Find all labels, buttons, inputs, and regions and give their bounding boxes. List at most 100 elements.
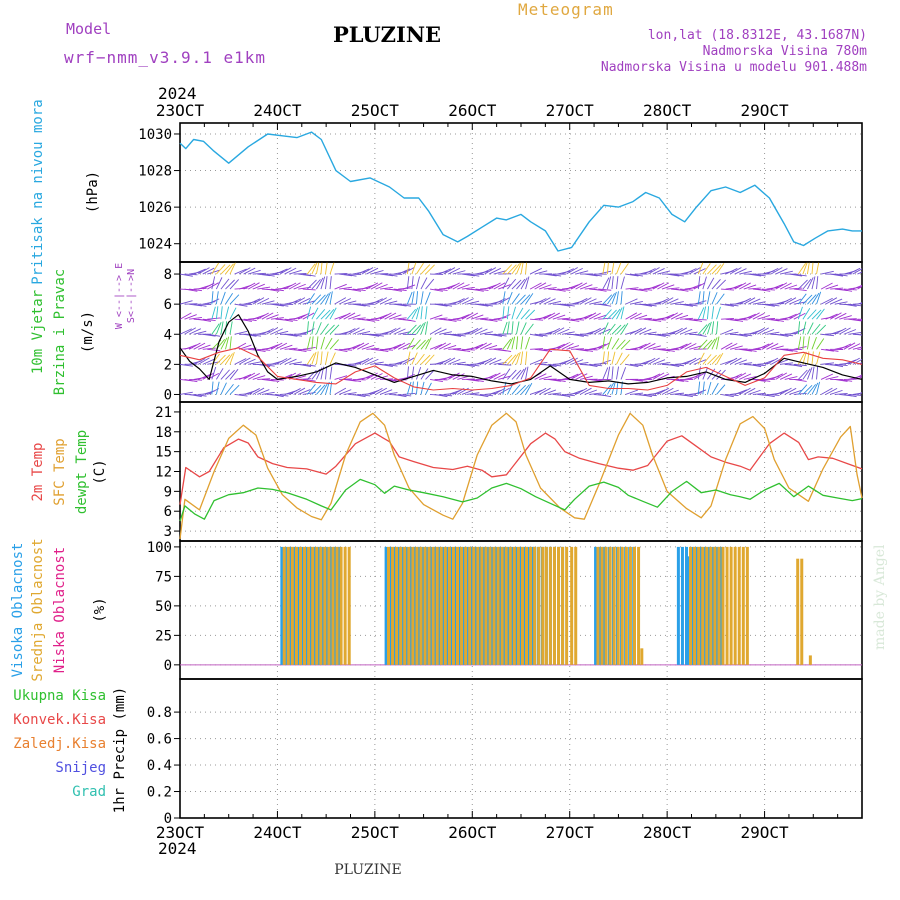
mid-cloud-bar — [557, 546, 561, 665]
wind-barb — [393, 342, 406, 350]
wind-barb — [311, 307, 319, 320]
wind-barb — [252, 283, 265, 290]
wind-barb — [234, 268, 247, 275]
pressure-unit: (hPa) — [85, 171, 101, 213]
mid-cloud-bar — [464, 546, 468, 665]
wind-barb — [411, 291, 415, 305]
wind-barb — [284, 318, 298, 321]
wind-barb — [289, 333, 303, 337]
wind-barb — [252, 387, 265, 395]
y-tick-label: 1026 — [138, 200, 172, 216]
wind-barb — [452, 361, 466, 365]
wind-barb — [611, 324, 622, 335]
wind-barb — [729, 373, 743, 380]
wind-barb — [820, 282, 833, 290]
y-tick-label: 1024 — [138, 237, 172, 253]
wind-barb — [543, 312, 556, 320]
wind-barb — [634, 314, 648, 320]
wind-barb — [775, 282, 788, 290]
wind-barb — [448, 333, 462, 337]
wind-barb — [616, 324, 626, 335]
wind-barb — [475, 328, 488, 335]
wind-barb — [606, 276, 612, 290]
wind-barb — [480, 303, 493, 307]
wind-legend-ew: W <--|--> E — [114, 263, 125, 329]
wind-barb — [466, 300, 480, 305]
wind-barb — [461, 273, 475, 277]
wind-barb — [725, 331, 739, 335]
wind-barb — [229, 351, 235, 365]
mid-cloud-bar — [596, 546, 600, 665]
wind-barb — [548, 273, 562, 277]
wind-barb — [675, 327, 688, 335]
wind-barb — [702, 354, 712, 365]
wind-barb — [416, 366, 422, 380]
wind-barb — [848, 331, 862, 335]
wind-barb — [325, 366, 328, 380]
mid-cloud-bar — [561, 546, 565, 665]
wind-barb — [825, 284, 839, 290]
wind-barb — [502, 354, 513, 365]
high-cloud-bar — [333, 546, 337, 665]
wind-barb — [516, 336, 519, 350]
high-cloud-axis-title: Visoka Oblacnost — [10, 543, 26, 678]
wind-barb — [211, 276, 216, 290]
mid-cloud-bar — [468, 546, 472, 665]
wind-barb — [739, 387, 751, 395]
wind-barb — [857, 286, 862, 290]
mid-cloud-bar — [399, 546, 403, 665]
wind-barb — [589, 392, 603, 395]
y-tick-label: 21 — [155, 405, 172, 421]
wind-barb — [793, 273, 807, 277]
wind-barb — [252, 314, 266, 320]
x-tick-label-top: 24OCT — [253, 101, 302, 120]
mid-cloud-bar — [492, 546, 496, 665]
wind-barb — [657, 297, 670, 305]
wind-barb — [220, 291, 226, 305]
mid-cloud-bar — [729, 546, 733, 665]
high-cloud-bar — [312, 546, 316, 665]
y-tick-label: 100 — [147, 540, 172, 556]
wind-barb — [493, 282, 506, 290]
wind-barb — [716, 306, 721, 320]
mid-cloud-bar — [395, 546, 399, 665]
wind-barb — [643, 303, 657, 307]
wind-barb — [243, 318, 257, 321]
wind-barb — [789, 312, 801, 320]
wind-barb — [416, 353, 425, 365]
wind-barb — [520, 336, 524, 350]
wind-barb — [548, 378, 562, 382]
wind-barb — [375, 314, 388, 320]
wind-barb — [261, 328, 274, 335]
wind-barb — [625, 389, 638, 395]
wind-barb — [511, 306, 516, 320]
wind-barb — [334, 297, 347, 305]
wind-barb — [225, 306, 230, 320]
mid-cloud-bar — [419, 546, 423, 665]
wind-barb — [193, 394, 207, 397]
wind-barb — [652, 389, 666, 395]
high-cloud-bar — [522, 546, 526, 665]
wind-barb — [202, 372, 215, 380]
wind-barb — [252, 297, 265, 305]
wind-barb — [734, 372, 747, 380]
wind-barb — [498, 363, 512, 366]
wind-barb — [475, 303, 489, 307]
wind-barb — [584, 298, 597, 305]
wind-barb — [629, 312, 642, 320]
wind-barb — [343, 328, 356, 335]
wind-barb — [721, 288, 735, 291]
wind-barb — [721, 317, 735, 320]
meteogram-label: Meteogram — [518, 0, 614, 19]
wind-barb — [202, 318, 216, 322]
wind-barb — [593, 314, 607, 320]
wind-barb — [552, 378, 566, 382]
wind-barb — [207, 333, 221, 337]
high-cloud-bar — [457, 546, 461, 665]
wind-barb — [538, 387, 551, 395]
wind-barb — [684, 357, 697, 365]
wind-barb — [697, 307, 705, 320]
wind-barb — [680, 394, 694, 398]
wind-barb — [857, 333, 862, 336]
wind-barb — [602, 336, 606, 350]
